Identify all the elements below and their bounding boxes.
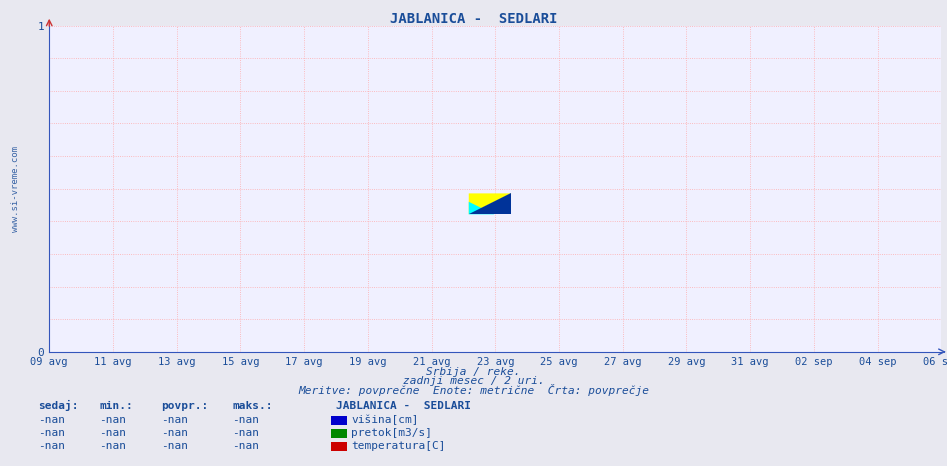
Text: -nan: -nan bbox=[99, 441, 127, 451]
Text: -nan: -nan bbox=[38, 428, 65, 438]
Text: temperatura[C]: temperatura[C] bbox=[351, 441, 446, 451]
Text: www.si-vreme.com: www.si-vreme.com bbox=[10, 146, 20, 232]
Text: -nan: -nan bbox=[232, 441, 259, 451]
Text: -nan: -nan bbox=[161, 428, 188, 438]
Text: JABLANICA -  SEDLARI: JABLANICA - SEDLARI bbox=[390, 12, 557, 26]
Text: pretok[m3/s]: pretok[m3/s] bbox=[351, 428, 433, 438]
Text: -nan: -nan bbox=[232, 415, 259, 425]
Text: -nan: -nan bbox=[161, 441, 188, 451]
Text: -nan: -nan bbox=[99, 415, 127, 425]
Text: višina[cm]: višina[cm] bbox=[351, 414, 419, 425]
Text: -nan: -nan bbox=[232, 428, 259, 438]
Text: sedaj:: sedaj: bbox=[38, 400, 79, 411]
Text: -nan: -nan bbox=[161, 415, 188, 425]
Text: Meritve: povprečne  Enote: metrične  Črta: povprečje: Meritve: povprečne Enote: metrične Črta:… bbox=[298, 384, 649, 396]
Text: JABLANICA -  SEDLARI: JABLANICA - SEDLARI bbox=[336, 401, 472, 411]
Text: povpr.:: povpr.: bbox=[161, 401, 208, 411]
Text: zadnji mesec / 2 uri.: zadnji mesec / 2 uri. bbox=[402, 377, 545, 386]
Text: -nan: -nan bbox=[38, 415, 65, 425]
Text: -nan: -nan bbox=[38, 441, 65, 451]
Text: min.:: min.: bbox=[99, 401, 134, 411]
Text: Srbija / reke.: Srbija / reke. bbox=[426, 367, 521, 377]
Text: maks.:: maks.: bbox=[232, 401, 273, 411]
Text: -nan: -nan bbox=[99, 428, 127, 438]
